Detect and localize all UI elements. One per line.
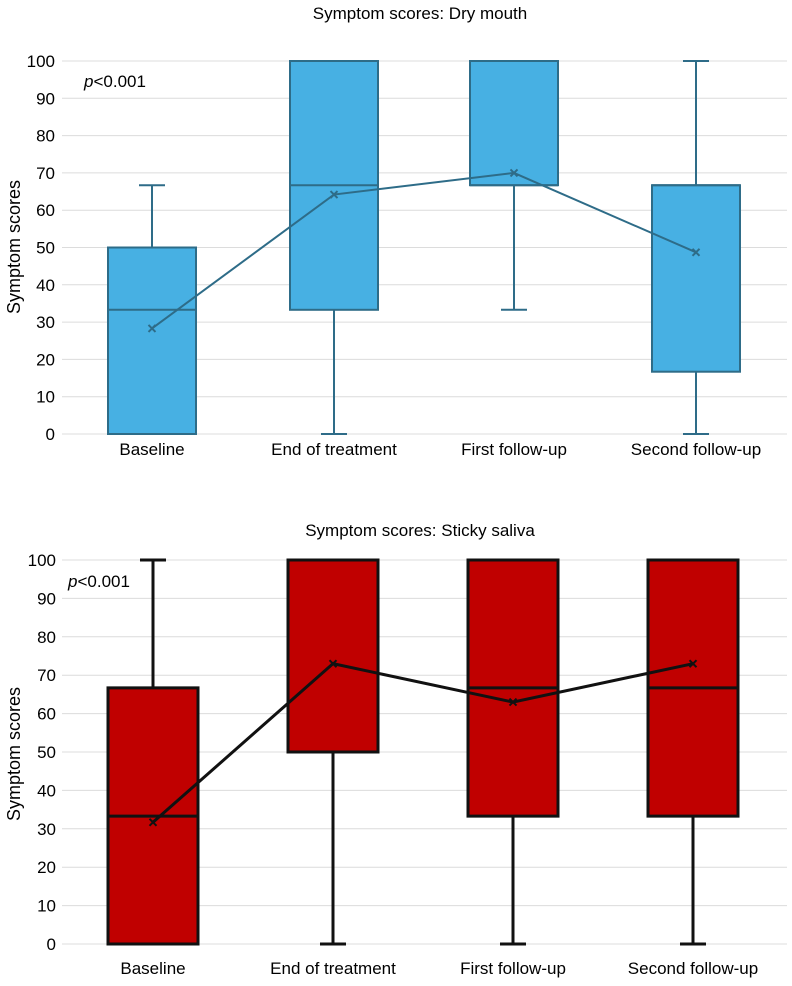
y-tick-label: 90 xyxy=(37,589,56,608)
x-tick-label: Second follow-up xyxy=(631,440,761,459)
chart-dry-mouth: Symptom scores: Dry mouth Symptom scores… xyxy=(4,4,787,459)
y-axis-ticks: 0 10 20 30 40 50 60 70 80 90 100 xyxy=(28,551,56,954)
y-tick-label: 30 xyxy=(37,820,56,839)
y-tick-label: 90 xyxy=(36,89,55,108)
y-axis-ticks: 0 10 20 30 40 50 60 70 80 90 100 xyxy=(27,52,55,444)
iqr-box xyxy=(286,558,380,754)
y-tick-label: 40 xyxy=(36,276,55,295)
p-value-text: <0.001 xyxy=(77,572,129,591)
box-first-follow-up xyxy=(469,60,559,311)
x-tick-label: First follow-up xyxy=(460,959,566,978)
mean-marker xyxy=(508,697,518,707)
chart-title: Symptom scores: Dry mouth xyxy=(313,4,527,23)
x-tick-label: Second follow-up xyxy=(628,959,758,978)
p-value-symbol: p xyxy=(67,572,77,591)
boxes xyxy=(107,60,741,435)
p-value-symbol: p xyxy=(83,72,93,91)
box-baseline xyxy=(107,184,197,435)
iqr-box xyxy=(469,60,559,187)
x-tick-label: First follow-up xyxy=(461,440,567,459)
x-axis-categories: Baseline End of treatment First follow-up S… xyxy=(119,440,761,459)
y-tick-label: 70 xyxy=(37,666,56,685)
boxes xyxy=(106,558,740,946)
y-tick-label: 60 xyxy=(37,705,56,724)
y-tick-label: 100 xyxy=(27,52,55,71)
y-tick-label: 50 xyxy=(36,239,55,258)
x-tick-label: Baseline xyxy=(119,440,184,459)
x-axis-categories: Baseline End of treatment First follow-up S… xyxy=(120,959,758,978)
y-tick-label: 20 xyxy=(36,350,55,369)
mean-marker xyxy=(148,818,158,827)
p-value-annotation: p<0.001 xyxy=(67,572,130,591)
mean-line xyxy=(152,662,694,824)
iqr-box xyxy=(107,246,197,435)
x-tick-label: End of treatment xyxy=(271,440,397,459)
y-tick-label: 70 xyxy=(36,164,55,183)
p-value-annotation: p<0.001 xyxy=(83,72,146,91)
y-tick-label: 0 xyxy=(46,425,55,444)
mean-marker xyxy=(328,659,338,668)
box-first-follow-up xyxy=(466,558,560,946)
p-value-text: <0.001 xyxy=(93,72,145,91)
y-tick-label: 80 xyxy=(36,127,55,146)
mean-marker xyxy=(688,659,698,668)
mean-marker xyxy=(147,324,157,333)
box-end-of-treatment xyxy=(289,60,379,435)
y-tick-label: 100 xyxy=(28,551,56,570)
y-tick-label: 50 xyxy=(37,743,56,762)
iqr-box xyxy=(651,184,741,373)
y-tick-label: 10 xyxy=(37,897,56,916)
y-tick-label: 10 xyxy=(36,388,55,407)
mean-marker xyxy=(509,168,519,178)
box-end-of-treatment xyxy=(286,558,380,946)
y-tick-label: 20 xyxy=(37,858,56,877)
chart-title: Symptom scores: Sticky saliva xyxy=(305,521,535,540)
y-tick-label: 80 xyxy=(37,628,56,647)
y-tick-label: 40 xyxy=(37,781,56,800)
mean-marker xyxy=(329,190,339,199)
chart-sticky-saliva: Symptom scores: Sticky saliva Symptom sc… xyxy=(4,521,787,978)
x-tick-label: Baseline xyxy=(120,959,185,978)
box-second-follow-up xyxy=(646,558,740,946)
y-axis-label: Symptom scores xyxy=(4,687,24,821)
y-axis-label: Symptom scores xyxy=(4,180,24,314)
mean-series xyxy=(148,659,698,827)
x-tick-label: End of treatment xyxy=(270,959,396,978)
mean-series xyxy=(147,168,701,333)
y-tick-label: 0 xyxy=(47,935,56,954)
y-tick-label: 60 xyxy=(36,201,55,220)
mean-line xyxy=(151,171,697,330)
box-second-follow-up xyxy=(651,60,741,435)
mean-marker xyxy=(691,248,701,257)
box-baseline xyxy=(106,558,200,946)
y-tick-label: 30 xyxy=(36,313,55,332)
